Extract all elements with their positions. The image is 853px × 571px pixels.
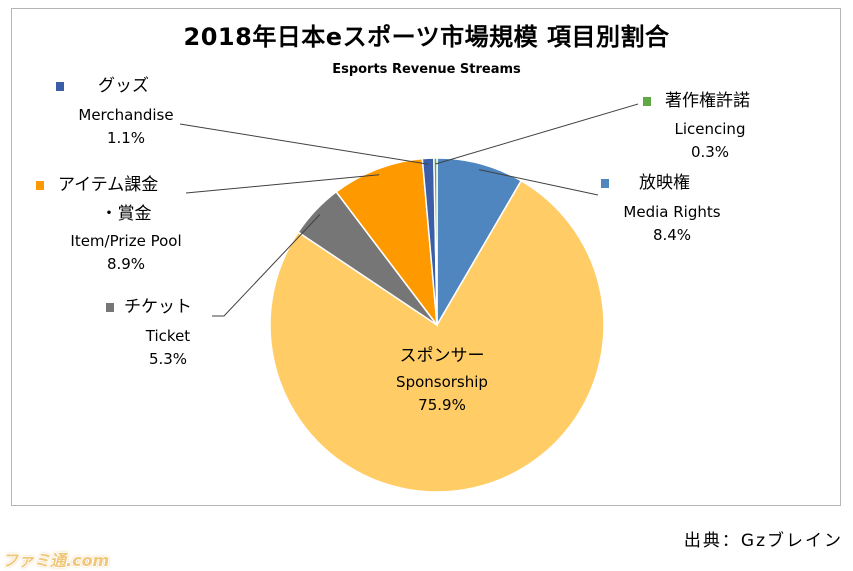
chart-title: 2018年日本eスポーツ市場規模 項目別割合 — [183, 23, 670, 51]
label-media-text: Media Rights 8.4% — [612, 205, 732, 243]
leader-item — [185, 174, 380, 194]
label-item: アイテム課金 — [36, 177, 158, 194]
label-licencing: 著作権許諾 — [643, 93, 750, 110]
label-sponsorship-value: 75.9% — [418, 396, 466, 414]
label-licencing-jp: 著作権許諾 — [665, 91, 750, 111]
pie-slice-licencing — [433, 157, 438, 326]
label-licencing-text: Licencing 0.3% — [660, 122, 760, 160]
label-licencing-en: Licencing — [674, 120, 746, 138]
label-media-en: Media Rights — [623, 203, 721, 221]
label-item-jp: アイテム課金 — [58, 175, 159, 195]
pie-slice-sponsorship — [269, 179, 605, 493]
label-item-jp2: ・賞金 — [100, 204, 152, 224]
label-merch-text: Merchandise 1.1% — [66, 108, 186, 146]
label-media: 放映権 — [601, 175, 690, 192]
label-item-value: 8.9% — [106, 255, 146, 273]
pie-slices — [269, 157, 605, 493]
legend-swatch-media — [601, 178, 609, 188]
leader-licencing — [435, 103, 639, 165]
famitsu-logo: ファミ通.com — [2, 551, 110, 570]
label-ticket-en: Ticket — [145, 327, 191, 345]
label-item-en: Item/Prize Pool — [70, 232, 182, 250]
label-item-text: ・賞金 Item/Prize Pool 8.9% — [56, 206, 196, 272]
leader-ticket — [212, 214, 321, 317]
label-sponsorship: スポンサー Sponsorship 75.9% — [372, 348, 512, 413]
label-merch-en: Merchandise — [78, 106, 174, 124]
pie-slice-media-rights — [436, 157, 523, 328]
label-licencing-value: 0.3% — [690, 143, 730, 161]
label-sponsorship-jp: スポンサー — [399, 346, 485, 366]
source-note: 出典：Gzブレイン — [683, 531, 843, 551]
label-merch: グッズ — [56, 78, 149, 95]
label-media-value: 8.4% — [652, 226, 692, 244]
chart-subtitle: Esports Revenue Streams — [332, 62, 521, 77]
label-sponsorship-en: Sponsorship — [396, 373, 488, 391]
label-ticket-jp: チケット — [124, 297, 192, 317]
leader-media — [478, 169, 599, 196]
leader-lines — [179, 103, 639, 317]
legend-swatch-merch — [56, 81, 64, 91]
label-media-jp: 放映権 — [639, 173, 690, 193]
label-merch-jp: グッズ — [98, 76, 149, 96]
label-ticket-text: Ticket 5.3% — [128, 329, 208, 367]
legend-swatch-item — [36, 180, 44, 190]
label-merch-value: 1.1% — [106, 129, 146, 147]
leader-merch — [179, 123, 429, 165]
legend-swatch-licencing — [643, 96, 651, 106]
legend-swatch-ticket — [106, 302, 114, 312]
label-ticket: チケット — [106, 299, 192, 316]
pie-slice-item-prize-pool — [335, 157, 438, 328]
label-ticket-value: 5.3% — [148, 350, 188, 368]
